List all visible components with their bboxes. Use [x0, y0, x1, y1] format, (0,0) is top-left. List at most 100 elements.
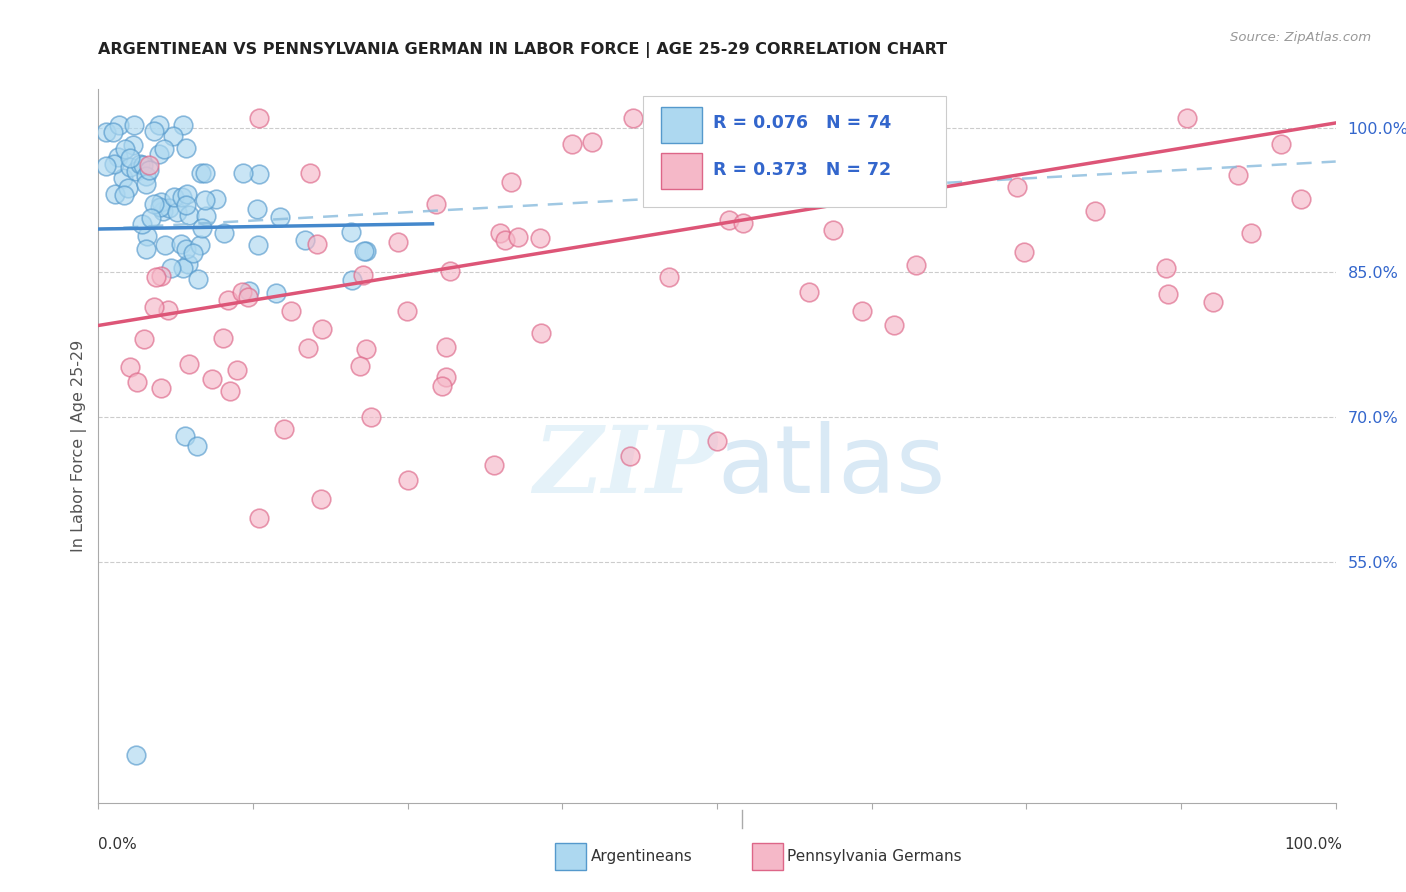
Point — [172, 190, 194, 204]
Point — [118, 160, 141, 174]
Point — [883, 318, 905, 333]
Point — [1007, 180, 1029, 194]
Point — [149, 200, 172, 214]
Point — [349, 359, 371, 373]
Text: Argentineans: Argentineans — [591, 849, 692, 863]
Point — [120, 151, 142, 165]
Point — [1012, 244, 1035, 259]
Point — [309, 491, 332, 506]
Point — [1202, 294, 1225, 309]
Point — [340, 225, 363, 239]
Text: Source: ZipAtlas.com: Source: ZipAtlas.com — [1230, 31, 1371, 45]
Point — [499, 175, 522, 189]
Point — [177, 357, 200, 371]
Point — [135, 169, 157, 183]
Point — [297, 341, 319, 355]
Point — [238, 290, 260, 304]
Point — [157, 201, 180, 215]
Point — [581, 135, 603, 149]
Point — [112, 187, 135, 202]
Point — [1240, 227, 1263, 241]
Point — [353, 244, 375, 259]
Text: 0.0%: 0.0% — [98, 837, 138, 852]
FancyBboxPatch shape — [661, 153, 702, 189]
Point — [232, 166, 254, 180]
Text: R = 0.076   N = 74: R = 0.076 N = 74 — [713, 114, 891, 132]
Point — [138, 158, 160, 172]
Point — [186, 272, 208, 286]
Point — [135, 243, 157, 257]
Point — [152, 204, 174, 219]
Point — [132, 158, 155, 172]
Point — [132, 333, 155, 347]
Point — [352, 268, 374, 283]
Point — [176, 242, 198, 256]
Point — [117, 181, 139, 195]
Point — [114, 142, 136, 156]
Point — [136, 229, 159, 244]
Point — [494, 233, 516, 247]
Point — [131, 217, 153, 231]
Point — [340, 273, 363, 287]
Point — [143, 300, 166, 314]
Point — [1083, 203, 1105, 218]
Point — [174, 198, 197, 212]
Point — [181, 246, 204, 260]
Point — [174, 141, 197, 155]
Point — [529, 231, 551, 245]
Point — [172, 118, 194, 132]
Point — [156, 303, 179, 318]
Point — [246, 237, 269, 252]
Point — [101, 125, 124, 139]
Point — [1289, 192, 1312, 206]
Point — [238, 284, 260, 298]
Point — [530, 326, 553, 340]
Point — [162, 190, 184, 204]
Point — [129, 157, 152, 171]
Point — [731, 216, 754, 230]
Point — [298, 166, 321, 180]
Point — [561, 136, 583, 151]
Point — [201, 372, 224, 386]
Point — [356, 244, 378, 258]
Point — [434, 340, 457, 354]
Point — [104, 187, 127, 202]
Point — [905, 258, 928, 272]
Point — [94, 125, 117, 139]
Point — [432, 378, 454, 392]
Point — [150, 194, 173, 209]
Point — [231, 285, 253, 299]
Point — [273, 422, 295, 436]
Point — [619, 449, 641, 463]
Point — [718, 213, 741, 227]
FancyBboxPatch shape — [661, 107, 702, 143]
Text: atlas: atlas — [717, 421, 945, 514]
Point — [142, 124, 165, 138]
Point — [153, 142, 176, 156]
Y-axis label: In Labor Force | Age 25-29: In Labor Force | Age 25-29 — [72, 340, 87, 552]
Point — [111, 171, 134, 186]
Point — [176, 186, 198, 201]
Point — [1154, 260, 1177, 275]
Point — [484, 458, 506, 473]
Point — [396, 304, 419, 318]
Text: 100.0%: 100.0% — [1285, 837, 1343, 852]
Point — [876, 161, 898, 175]
Point — [311, 321, 333, 335]
Point — [1270, 137, 1292, 152]
Point — [118, 359, 141, 374]
Point — [107, 150, 129, 164]
FancyBboxPatch shape — [643, 96, 946, 207]
Point — [489, 226, 512, 240]
Point — [434, 370, 457, 384]
Point — [294, 233, 316, 247]
Point — [1177, 111, 1199, 125]
Point — [195, 210, 218, 224]
Point — [280, 304, 302, 318]
Point — [706, 434, 728, 449]
Point — [124, 119, 146, 133]
Point — [160, 260, 183, 275]
Point — [149, 268, 172, 283]
Point — [125, 375, 148, 389]
Point — [269, 210, 291, 224]
